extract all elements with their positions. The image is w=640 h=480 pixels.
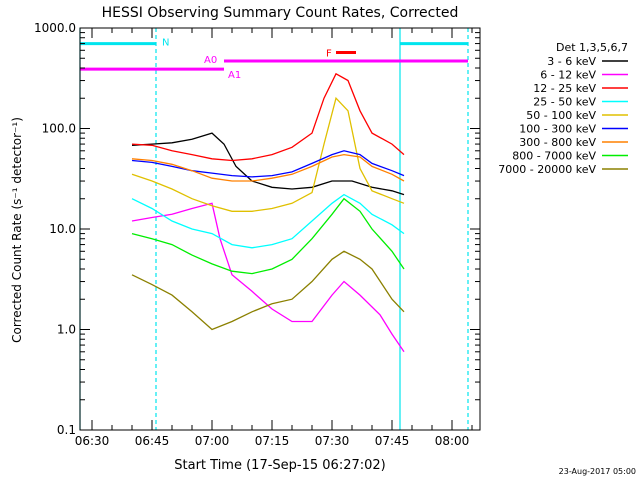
x-tick-label-0: 06:30 bbox=[75, 434, 110, 448]
legend-label-0: 3 - 6 keV bbox=[547, 55, 596, 68]
legend-label-3: 25 - 50 keV bbox=[533, 96, 596, 109]
legend-label-2: 12 - 25 keV bbox=[533, 82, 596, 95]
x-tick-label-2: 07:00 bbox=[195, 434, 230, 448]
y-tick-label-1: 1.0 bbox=[57, 323, 76, 337]
legend-label-7: 800 - 7000 keV bbox=[512, 150, 596, 163]
x-tick-label-4: 07:30 bbox=[315, 434, 350, 448]
plot-area: N A0 A1 F bbox=[79, 28, 469, 430]
x-tick-label-1: 06:45 bbox=[135, 434, 170, 448]
annotation-label-A1: A1 bbox=[228, 70, 241, 81]
axes: 0.1 1.0 10.0 100.0 1000.0 06:30 06:45 07:00 07:1… bbox=[34, 21, 481, 448]
plot-frame bbox=[79, 27, 481, 431]
y-axis-label: Corrected Count Rate (s⁻¹ detector⁻¹) bbox=[10, 117, 24, 343]
x-tick-label-6: 08:00 bbox=[435, 434, 470, 448]
legend-label-4: 50 - 100 keV bbox=[526, 109, 596, 122]
annotation-label-A0: A0 bbox=[204, 55, 217, 66]
footer-timestamp: 23-Aug-2017 05:00 bbox=[559, 467, 636, 476]
x-axis-label: Start Time (17-Sep-15 06:27:02) bbox=[174, 458, 385, 473]
y-tick-label-4: 1000.0 bbox=[34, 21, 76, 35]
series-line-1 bbox=[131, 202, 405, 353]
legend-label-6: 300 - 800 keV bbox=[519, 136, 596, 149]
series-line-4 bbox=[131, 96, 405, 212]
series-line-8 bbox=[131, 250, 405, 331]
chart-title: HESSI Observing Summary Count Rates, Cor… bbox=[102, 5, 459, 21]
x-tick-label-5: 07:45 bbox=[375, 434, 410, 448]
y-tick-label-0: 0.1 bbox=[57, 423, 76, 437]
series-line-6 bbox=[131, 153, 405, 182]
annotation-label-N: N bbox=[162, 38, 169, 49]
annotation-label-F: F bbox=[326, 49, 332, 60]
x-tick-label-3: 07:15 bbox=[255, 434, 290, 448]
series-line-7 bbox=[131, 197, 405, 275]
legend-title: Det 1,3,5,6,7 bbox=[556, 41, 628, 54]
y-tick-label-3: 100.0 bbox=[42, 122, 76, 136]
legend-label-8: 7000 - 20000 keV bbox=[498, 163, 596, 176]
legend-label-1: 6 - 12 keV bbox=[540, 69, 596, 82]
series-line-5 bbox=[131, 150, 405, 178]
y-tick-label-2: 10.0 bbox=[49, 222, 76, 236]
series-line-3 bbox=[131, 193, 405, 249]
series-line-0 bbox=[131, 132, 405, 196]
series-line-2 bbox=[131, 72, 405, 162]
legend-label-5: 100 - 300 keV bbox=[519, 123, 596, 136]
